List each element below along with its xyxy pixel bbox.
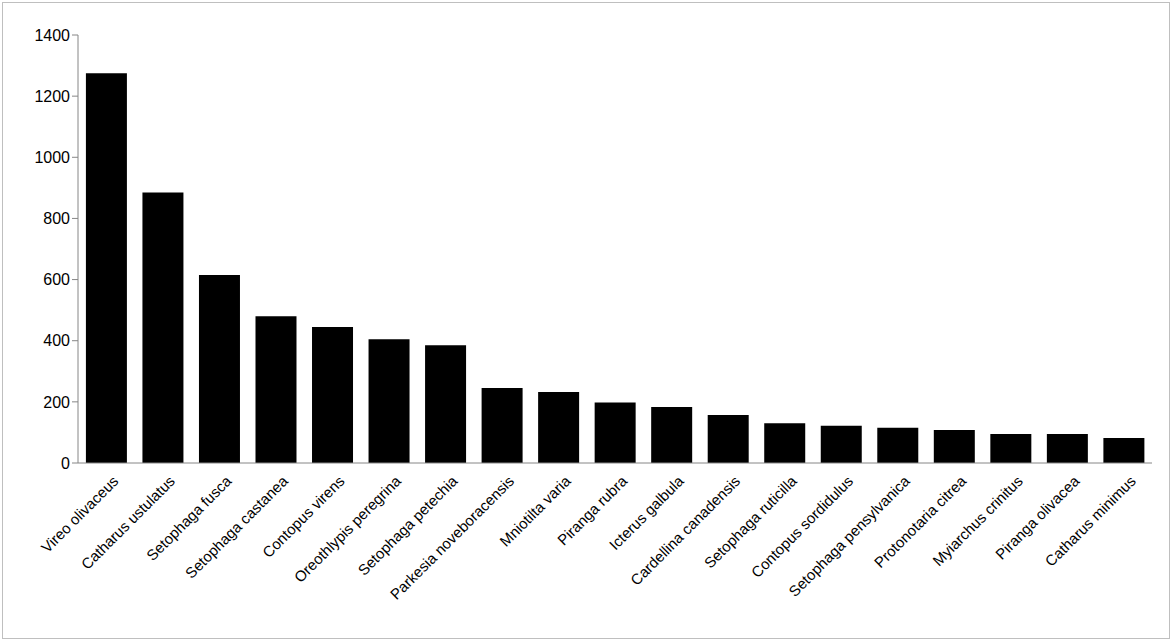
svg-text:1200: 1200 [34, 88, 70, 105]
svg-text:1000: 1000 [34, 149, 70, 166]
svg-text:200: 200 [43, 394, 70, 411]
svg-text:800: 800 [43, 210, 70, 227]
svg-text:Setophaga petechia: Setophaga petechia [354, 472, 461, 579]
svg-text:Myiarchus crinitus: Myiarchus crinitus [929, 472, 1026, 570]
svg-text:Cardellina canadensis: Cardellina canadensis [627, 472, 743, 588]
svg-text:Piranga olivacea: Piranga olivacea [992, 472, 1083, 563]
svg-text:0: 0 [61, 455, 70, 472]
svg-text:Setophaga pensylvanica: Setophaga pensylvanica [785, 472, 913, 600]
svg-text:1400: 1400 [34, 27, 70, 44]
svg-text:Icterus galbula: Icterus galbula [605, 472, 687, 554]
svg-text:Setophaga fusca: Setophaga fusca [142, 472, 235, 564]
svg-text:Contopus sordidulus: Contopus sordidulus [748, 472, 857, 581]
svg-text:Vireo olivaceus: Vireo olivaceus [37, 472, 122, 556]
svg-text:Setophaga castanea: Setophaga castanea [182, 472, 292, 582]
svg-text:Piranga rubra: Piranga rubra [553, 472, 631, 549]
svg-text:Setophaga ruticilla: Setophaga ruticilla [700, 472, 800, 572]
svg-text:Oreothlypis peregrina: Oreothlypis peregrina [291, 472, 405, 586]
svg-text:Mniotilta varia: Mniotilta varia [496, 472, 574, 550]
svg-text:Catharus ustulatus: Catharus ustulatus [78, 472, 178, 572]
svg-text:Contopus virens: Contopus virens [258, 472, 348, 561]
svg-text:Catharus minimus: Catharus minimus [1041, 472, 1138, 569]
svg-text:Protonotaria citrea: Protonotaria citrea [871, 472, 970, 571]
svg-text:600: 600 [43, 271, 70, 288]
svg-text:400: 400 [43, 332, 70, 349]
svg-text:Parkesia noveboracensis: Parkesia noveboracensis [386, 472, 518, 603]
